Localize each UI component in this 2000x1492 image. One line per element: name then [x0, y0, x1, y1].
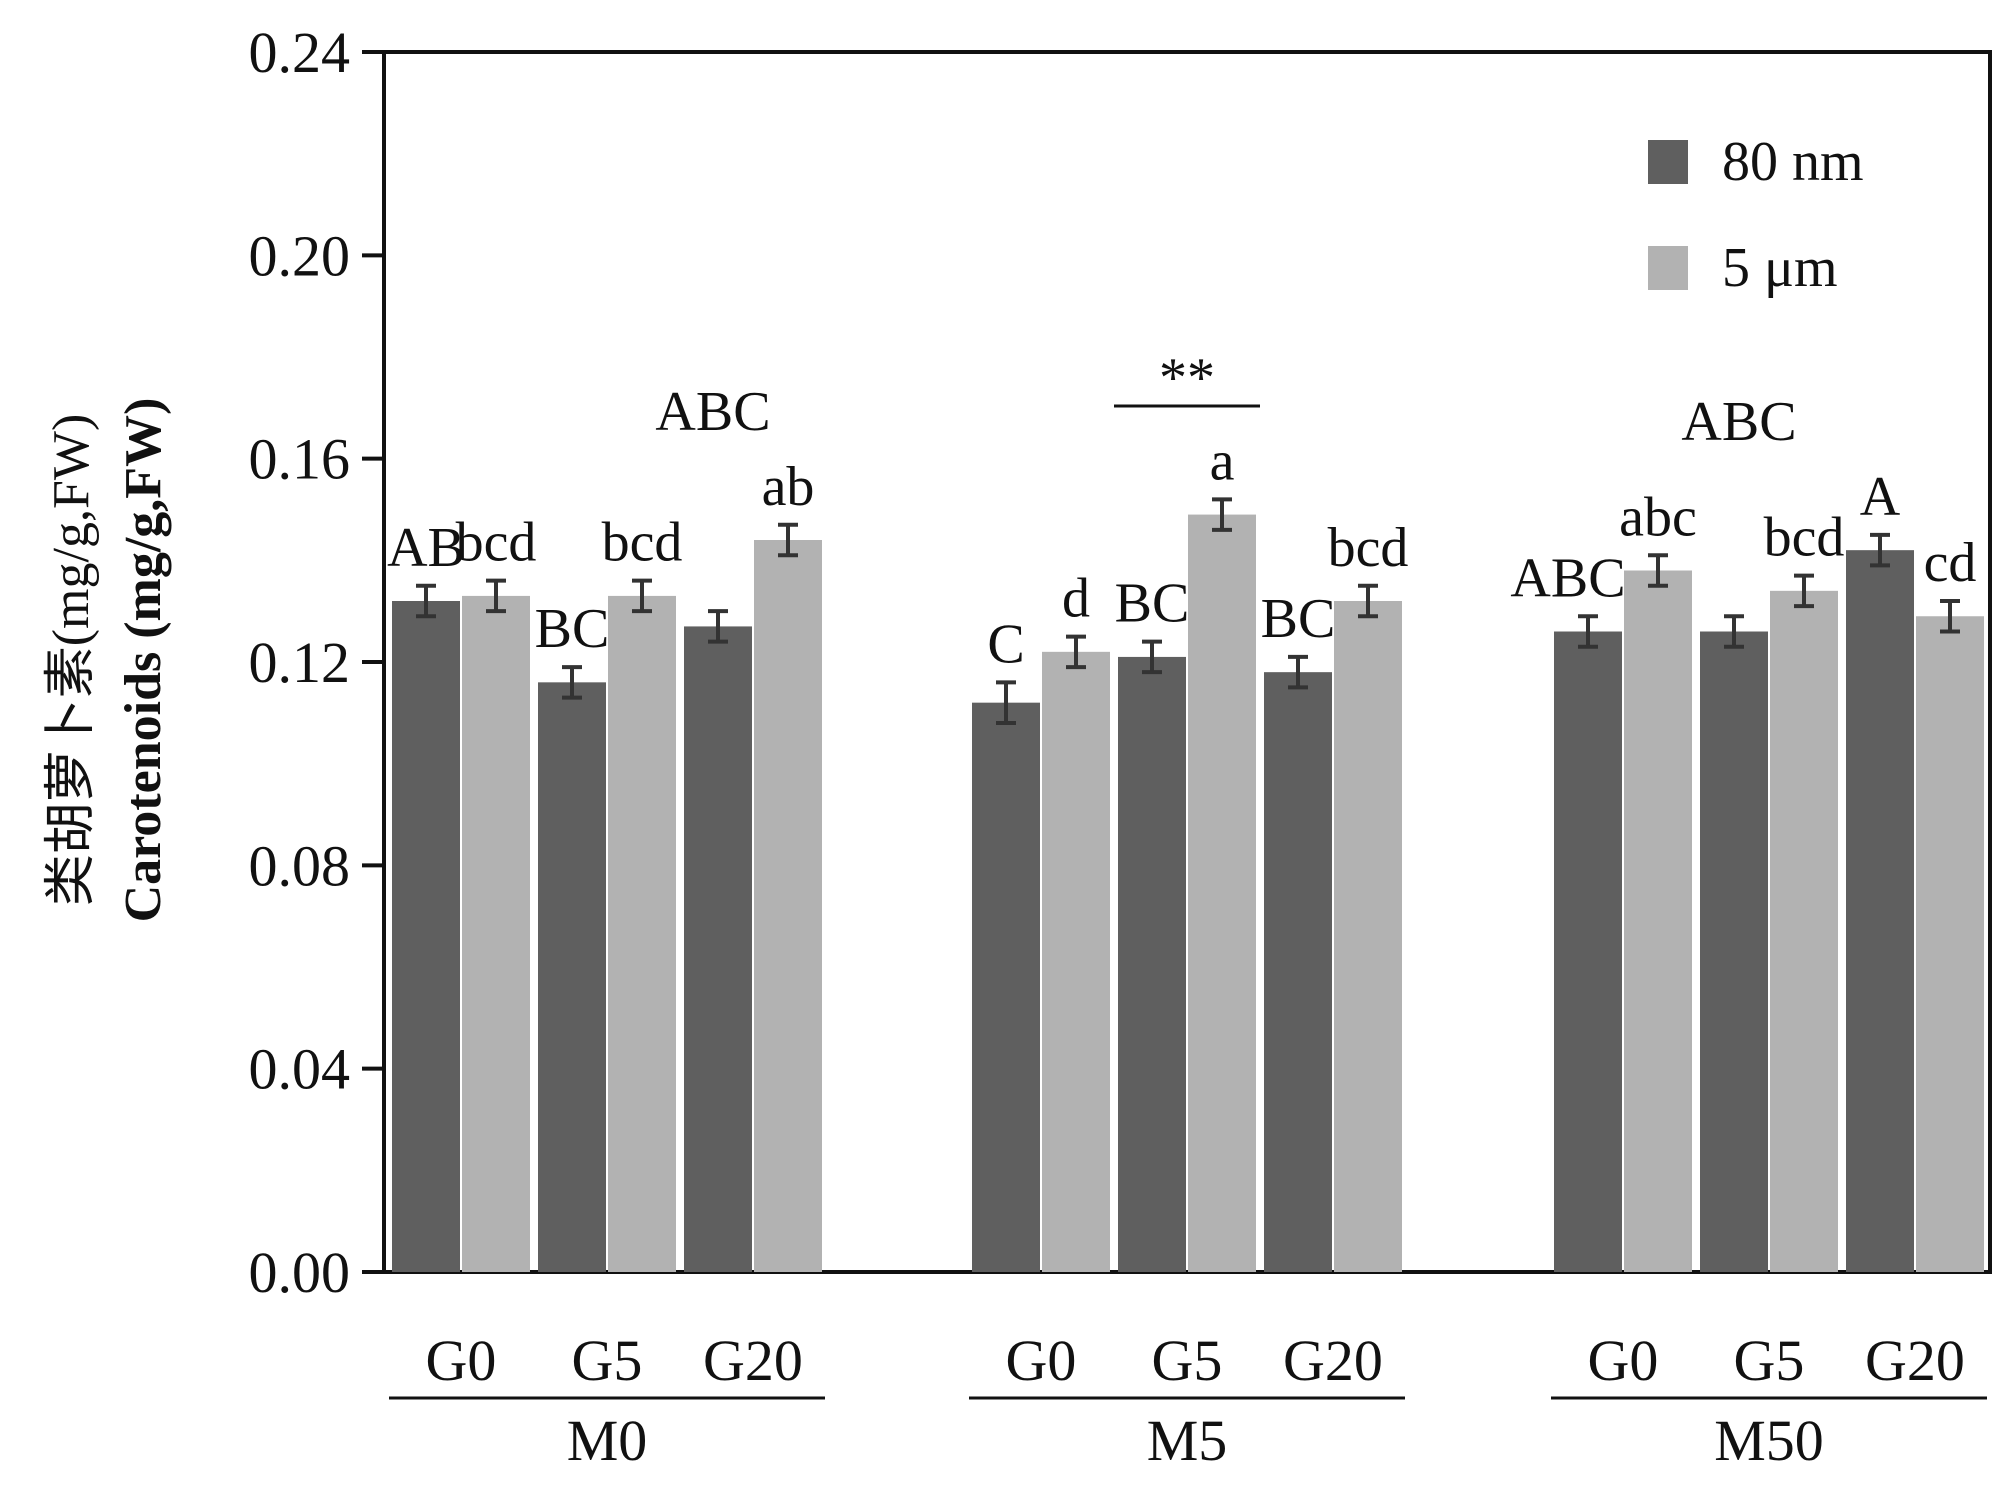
subgroup-label: G5	[1734, 1328, 1805, 1393]
significance-letter: a	[1210, 430, 1235, 492]
labels-layer: ABbcdG0BCbcdG5abG20M0ABCCdG0BCaG5BCbcdG2…	[387, 347, 1987, 1473]
group-label: M5	[1147, 1408, 1228, 1473]
bar-m0-g20-5um	[754, 540, 822, 1272]
bar-m50-g20-5um	[1916, 616, 1984, 1272]
bar-m50-g0-80nm	[1554, 631, 1622, 1272]
subgroup-label: G20	[1283, 1328, 1383, 1393]
significance-letter: ABC	[1510, 547, 1625, 609]
significance-letter: d	[1062, 568, 1090, 630]
group-annotation: ABC	[1681, 391, 1796, 453]
legend-label: 5 μm	[1722, 237, 1838, 299]
significance-letter: ab	[762, 456, 815, 518]
subgroup-label: G0	[1588, 1328, 1659, 1393]
bar-m0-g20-80nm	[684, 626, 752, 1272]
bar-m5-g0-5um	[1042, 651, 1110, 1272]
significance-letter: C	[987, 613, 1024, 675]
bar-m5-g5-5um	[1188, 514, 1256, 1272]
subgroup-label: G20	[703, 1328, 803, 1393]
legend: 80 nm 5 μm	[1648, 131, 1864, 299]
significance-letter: AB	[387, 517, 465, 579]
bar-m50-g20-80nm	[1846, 550, 1914, 1272]
y-tick-label: 0.04	[249, 1037, 351, 1102]
significance-letter: BC	[1261, 588, 1336, 650]
significance-letter: bcd	[1328, 517, 1409, 579]
y-tick-label: 0.08	[249, 833, 351, 898]
significance-letter: BC	[1115, 573, 1190, 635]
subgroup-label: G5	[572, 1328, 643, 1393]
significance-letter: A	[1860, 466, 1901, 528]
bar-m0-g5-5um	[608, 595, 676, 1272]
bar-m50-g5-5um	[1770, 590, 1838, 1272]
significance-letter: BC	[535, 598, 610, 660]
group-annotation: ABC	[655, 381, 770, 443]
significance-letter: bcd	[456, 512, 537, 574]
bar-m5-g0-80nm	[972, 702, 1040, 1272]
legend-swatch	[1648, 140, 1688, 184]
y-tick-label: 0.00	[249, 1240, 351, 1305]
subgroup-label: G0	[1006, 1328, 1077, 1393]
y-tick-label: 0.12	[249, 630, 351, 695]
bar-m5-g20-5um	[1334, 601, 1402, 1272]
significance-letter: bcd	[1764, 507, 1845, 569]
bar-m50-g5-80nm	[1700, 631, 1768, 1272]
bar-m0-g5-80nm	[538, 682, 606, 1272]
bar-m5-g20-80nm	[1264, 672, 1332, 1272]
bar-m5-g5-80nm	[1118, 656, 1186, 1272]
legend-swatch	[1648, 246, 1688, 290]
y-axis-label-cn: 类胡萝卜素(mg/g,FW)	[43, 414, 100, 907]
group-label: M50	[1714, 1408, 1824, 1473]
bars-layer	[392, 497, 1984, 1272]
y-tick-label: 0.24	[249, 20, 351, 85]
bar-m0-g0-5um	[462, 595, 530, 1272]
axes-layer: 0.00 0.04 0.08 0.12 0.16 0.20 0.24 类胡萝卜素(mg/g,F…	[43, 20, 1992, 1305]
y-axis-label-en: Carotenoids (mg/g,FW)	[115, 398, 172, 923]
subgroup-label: G0	[426, 1328, 497, 1393]
group-label: M0	[567, 1408, 648, 1473]
subgroup-label: G20	[1865, 1328, 1965, 1393]
significance-letter: bcd	[602, 512, 683, 574]
significance-stars: **	[1159, 347, 1215, 409]
bar-m0-g0-80nm	[392, 601, 460, 1272]
significance-letter: cd	[1924, 532, 1977, 594]
y-tick-label: 0.16	[249, 427, 351, 492]
bar-m50-g0-5um	[1624, 570, 1692, 1272]
significance-letter: abc	[1619, 486, 1697, 548]
y-tick-label: 0.20	[249, 223, 351, 288]
legend-label: 80 nm	[1722, 131, 1864, 193]
subgroup-label: G5	[1152, 1328, 1223, 1393]
